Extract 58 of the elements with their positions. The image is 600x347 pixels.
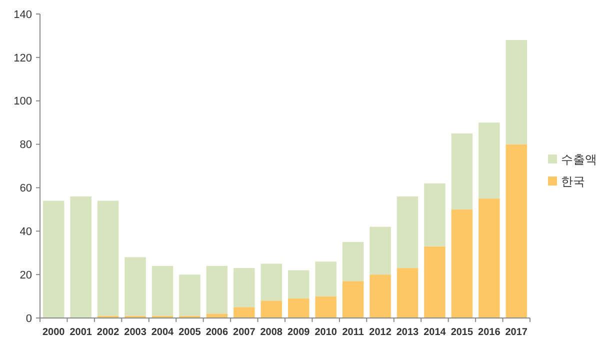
x-tick-label: 2001	[70, 327, 92, 338]
y-tick-label: 60	[20, 182, 32, 195]
bar	[97, 200, 119, 316]
bar	[396, 196, 418, 268]
x-tick-label: 2015	[450, 327, 474, 338]
x-tick-label: 2013	[396, 327, 420, 338]
bar	[260, 300, 282, 318]
bar	[451, 133, 473, 210]
bar	[179, 274, 200, 316]
bar	[342, 281, 364, 318]
bar	[124, 257, 146, 316]
y-tick-label: 0	[26, 312, 32, 325]
bar	[478, 122, 500, 199]
x-tick-label: 2004	[151, 327, 174, 338]
bar	[370, 274, 391, 318]
x-tick-label: 2017	[505, 327, 528, 338]
x-tick-label: 2010	[314, 327, 338, 338]
bar	[370, 226, 391, 275]
x-tick-label: 2009	[287, 327, 310, 338]
bar	[424, 246, 446, 318]
x-tick-label: 2008	[260, 327, 283, 338]
bar	[342, 242, 364, 282]
x-tick-label: 2007	[233, 327, 256, 338]
bar	[288, 270, 310, 298]
bar	[234, 307, 255, 318]
bar	[506, 40, 528, 144]
x-tick-label: 2016	[478, 327, 501, 338]
x-tick-label: 2003	[124, 327, 147, 338]
legend-label: 수출액	[561, 152, 597, 167]
x-tick-label: 2014	[424, 327, 446, 338]
bar	[315, 262, 336, 296]
bar	[260, 264, 282, 301]
x-tick-label: 2002	[96, 327, 120, 338]
x-tick-label: 2005	[178, 327, 202, 338]
bar	[506, 144, 528, 318]
y-tick-label: 140	[14, 8, 32, 21]
bar	[42, 200, 64, 318]
x-tick-label: 2000	[42, 327, 66, 338]
bar	[315, 296, 336, 318]
bar	[288, 298, 310, 318]
bar	[234, 268, 255, 308]
y-tick-label: 100	[14, 96, 32, 108]
bar	[152, 266, 174, 316]
y-tick-label: 120	[14, 52, 32, 64]
y-tick-label: 40	[20, 226, 32, 238]
bar	[206, 266, 228, 314]
legend-label: 한국	[561, 174, 585, 189]
x-tick-label: 2011	[342, 327, 364, 338]
bar	[70, 196, 92, 318]
y-tick-label: 20	[20, 269, 32, 282]
x-tick-label: 2012	[369, 327, 392, 338]
bar	[396, 268, 418, 318]
bar	[424, 183, 446, 246]
bar	[206, 314, 228, 318]
bar	[451, 209, 473, 318]
x-tick-label: 2006	[206, 327, 229, 338]
bar	[478, 198, 500, 318]
y-tick-label: 80	[20, 139, 32, 152]
